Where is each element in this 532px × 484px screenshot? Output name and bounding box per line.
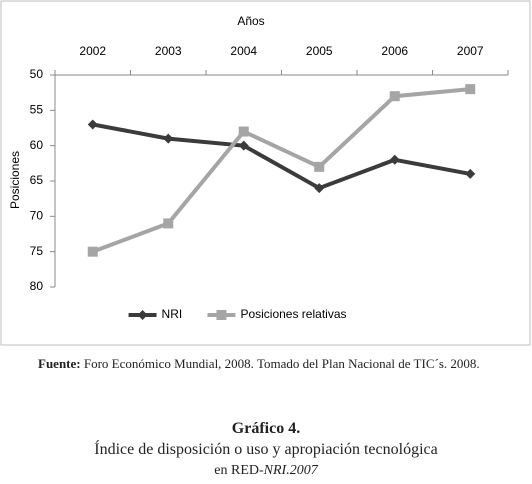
data-point	[314, 183, 325, 194]
x-tick-label: 2005	[306, 44, 333, 58]
data-point	[389, 154, 400, 165]
figure-subtitle-prefix: en RED-	[214, 463, 264, 478]
data-point	[314, 161, 325, 172]
source-note: Fuente: Foro Económico Mundial, 2008. To…	[38, 356, 494, 372]
source-label: Fuente:	[38, 356, 81, 371]
data-point	[87, 119, 98, 130]
x-tick-label: 2003	[155, 44, 182, 58]
y-tick-label: 70	[30, 209, 44, 223]
legend-marker	[137, 310, 148, 320]
chart-frame	[0, 0, 531, 346]
y-tick-label: 60	[30, 138, 44, 152]
x-tick-label: 2007	[457, 44, 484, 58]
figure-subtitle-italic: NRI.2007	[263, 463, 318, 478]
figure-subtitle: en RED-NRI.2007	[0, 460, 532, 481]
y-tick-label: 65	[30, 173, 44, 187]
legend-label: Posiciones relativas	[240, 307, 346, 321]
x-tick-label: 2002	[79, 44, 106, 58]
y-tick-label: 75	[30, 244, 44, 258]
data-point	[465, 84, 476, 95]
y-tick-label: 50	[30, 67, 44, 81]
data-point	[163, 218, 174, 229]
chart: Años Posiciones 50 55 60 65 70 75 80 2002 2003 20…	[0, 0, 531, 346]
data-point	[389, 91, 400, 102]
x-axis-label: Años	[237, 14, 264, 28]
series-line	[92, 122, 471, 191]
y-tick-label: 55	[30, 103, 44, 117]
legend-label: NRI	[162, 307, 183, 321]
data-point	[87, 246, 98, 257]
figure-number: Gráfico 4.	[231, 420, 301, 437]
legend-marker	[216, 310, 227, 320]
y-axis-label: Posiciones	[8, 151, 22, 209]
series-line	[92, 87, 471, 254]
data-point	[163, 133, 174, 144]
figure-caption: Gráfico 4. Índice de disposición o uso y…	[0, 418, 532, 481]
data-point	[238, 126, 249, 137]
x-tick-label: 2004	[230, 44, 257, 58]
figure-title: Índice de disposición o uso y apropiació…	[94, 441, 438, 458]
y-tick-label: 80	[30, 279, 44, 293]
data-point	[465, 168, 476, 179]
source-text: Foro Económico Mundial, 2008. Tomado del…	[83, 356, 480, 371]
data-point	[238, 140, 249, 151]
x-tick-label: 2006	[381, 44, 408, 58]
